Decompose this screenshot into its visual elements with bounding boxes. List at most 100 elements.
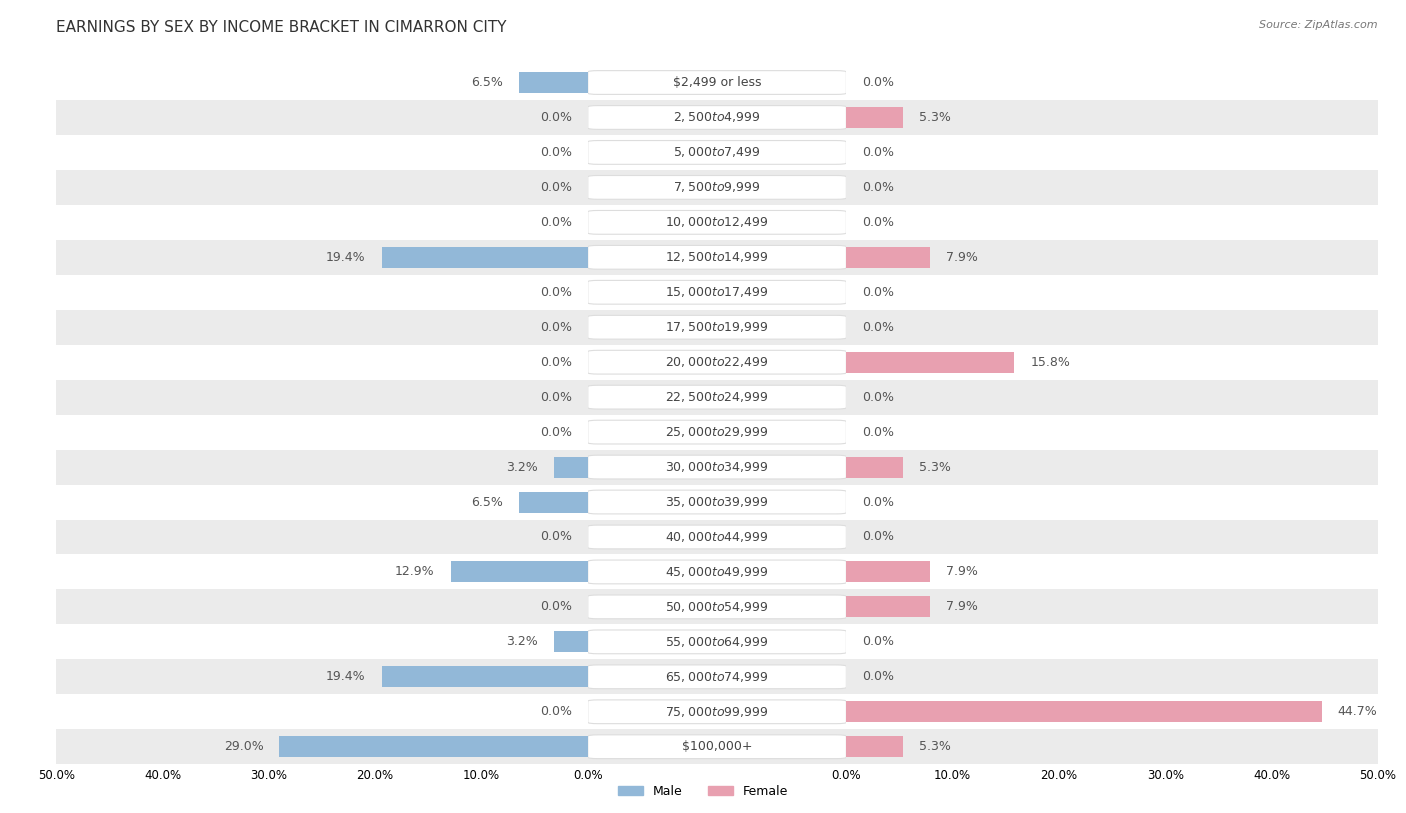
Bar [588,729,846,764]
Bar [554,457,588,477]
Text: 0.0%: 0.0% [862,496,894,508]
FancyBboxPatch shape [588,211,846,234]
Bar [846,240,1378,275]
Bar [588,345,846,380]
FancyBboxPatch shape [588,455,846,479]
Bar [56,624,588,659]
FancyBboxPatch shape [588,525,846,549]
Bar [846,562,931,582]
Text: 7.9%: 7.9% [946,566,979,578]
Text: 0.0%: 0.0% [540,216,572,228]
Text: 0.0%: 0.0% [862,216,894,228]
Bar [56,310,588,345]
Bar [846,450,1378,485]
Text: $2,500 to $4,999: $2,500 to $4,999 [673,111,761,124]
Text: 5.3%: 5.3% [918,741,950,753]
Bar [588,275,846,310]
Bar [56,694,588,729]
Bar [56,554,588,589]
Bar [280,737,588,757]
Text: 5.3%: 5.3% [918,461,950,473]
Bar [56,659,588,694]
Text: 44.7%: 44.7% [1337,706,1378,718]
Bar [846,275,1378,310]
Bar [451,562,588,582]
Bar [588,380,846,415]
Bar [588,554,846,589]
Bar [381,247,588,267]
Text: 0.0%: 0.0% [862,321,894,333]
Bar [56,415,588,450]
FancyBboxPatch shape [588,490,846,514]
Text: 5.3%: 5.3% [918,111,950,124]
Bar [56,100,588,135]
Text: 6.5%: 6.5% [471,76,503,89]
Bar [588,240,846,275]
Text: 7.9%: 7.9% [946,601,979,613]
Text: $25,000 to $29,999: $25,000 to $29,999 [665,425,769,439]
Text: 0.0%: 0.0% [540,146,572,159]
Bar [846,729,1378,764]
Text: 0.0%: 0.0% [540,601,572,613]
Bar [846,737,903,757]
Text: $40,000 to $44,999: $40,000 to $44,999 [665,530,769,544]
FancyBboxPatch shape [588,560,846,584]
Text: $20,000 to $22,499: $20,000 to $22,499 [665,355,769,369]
Bar [846,107,903,128]
Bar [588,65,846,100]
FancyBboxPatch shape [588,630,846,654]
Text: 15.8%: 15.8% [1031,356,1070,368]
Text: 19.4%: 19.4% [326,251,366,263]
Text: 0.0%: 0.0% [540,111,572,124]
Text: $45,000 to $49,999: $45,000 to $49,999 [665,565,769,579]
Bar [56,65,588,100]
Bar [588,170,846,205]
Text: $2,499 or less: $2,499 or less [673,76,761,89]
FancyBboxPatch shape [588,735,846,759]
Text: 3.2%: 3.2% [506,461,538,473]
Bar [846,554,1378,589]
Bar [846,589,1378,624]
Text: 0.0%: 0.0% [862,286,894,298]
FancyBboxPatch shape [588,315,846,339]
FancyBboxPatch shape [588,246,846,269]
Bar [554,632,588,652]
Text: 29.0%: 29.0% [224,741,263,753]
Bar [846,247,931,267]
Bar [56,589,588,624]
Text: 0.0%: 0.0% [862,146,894,159]
Bar [56,345,588,380]
Text: $12,500 to $14,999: $12,500 to $14,999 [665,250,769,264]
Bar [588,589,846,624]
Bar [846,170,1378,205]
Text: 12.9%: 12.9% [395,566,434,578]
Bar [846,100,1378,135]
Text: 3.2%: 3.2% [506,636,538,648]
Bar [56,380,588,415]
Text: 0.0%: 0.0% [862,426,894,438]
Legend: Male, Female: Male, Female [613,780,793,802]
Bar [846,135,1378,170]
Bar [588,624,846,659]
Text: $75,000 to $99,999: $75,000 to $99,999 [665,705,769,719]
Bar [846,380,1378,415]
Text: 0.0%: 0.0% [862,636,894,648]
Bar [588,415,846,450]
Text: EARNINGS BY SEX BY INCOME BRACKET IN CIMARRON CITY: EARNINGS BY SEX BY INCOME BRACKET IN CIM… [56,20,506,34]
Bar [846,694,1378,729]
Bar [588,485,846,520]
Text: $5,000 to $7,499: $5,000 to $7,499 [673,146,761,159]
Text: $7,500 to $9,999: $7,500 to $9,999 [673,180,761,194]
Text: $10,000 to $12,499: $10,000 to $12,499 [665,215,769,229]
Text: $100,000+: $100,000+ [682,741,752,753]
Bar [519,72,588,93]
Bar [381,667,588,687]
Bar [588,694,846,729]
Bar [56,729,588,764]
Text: 0.0%: 0.0% [862,531,894,543]
Text: 6.5%: 6.5% [471,496,503,508]
FancyBboxPatch shape [588,700,846,724]
Text: 0.0%: 0.0% [540,356,572,368]
Bar [588,520,846,554]
FancyBboxPatch shape [588,176,846,199]
